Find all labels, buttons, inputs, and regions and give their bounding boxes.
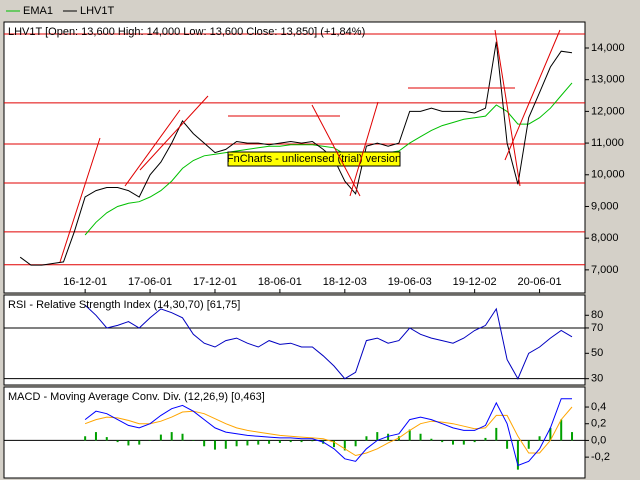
x-tick-label: 18-12-03 xyxy=(323,276,367,288)
histogram-bar xyxy=(170,432,173,441)
series-line xyxy=(84,82,573,236)
histogram-bar xyxy=(203,440,206,447)
histogram-bar xyxy=(246,440,249,446)
histogram-bar xyxy=(127,440,130,446)
histogram-bar xyxy=(192,440,195,441)
y-tick-label: 11,000 xyxy=(591,137,624,149)
y-tick-label: 12,000 xyxy=(591,105,625,117)
histogram-bar xyxy=(462,440,465,445)
panel-title: LHV1T [Open: 13,600 High: 14,000 Low: 13… xyxy=(8,26,365,38)
histogram-bar xyxy=(278,440,281,443)
trend-line xyxy=(59,137,101,263)
trend-lines xyxy=(59,29,561,263)
histogram-bar xyxy=(376,432,379,441)
series-line xyxy=(19,41,573,266)
y-tick-label: 80 xyxy=(591,309,603,321)
histogram-bar xyxy=(311,440,314,442)
x-tick-label: 19-12-02 xyxy=(453,276,497,288)
histogram-bar xyxy=(105,437,108,441)
x-tick-label: 17-12-01 xyxy=(193,276,237,288)
histogram-bar xyxy=(235,440,238,447)
histogram-bar xyxy=(289,440,292,443)
series-line xyxy=(84,398,572,467)
y-tick-label: -0,2 xyxy=(591,451,610,463)
histogram-bar xyxy=(268,440,271,444)
histogram-bar xyxy=(365,436,368,441)
legend-label: EMA1 xyxy=(23,5,53,17)
histogram-bar xyxy=(560,419,563,441)
y-tick-label: 7,000 xyxy=(591,264,619,276)
trend-line xyxy=(494,29,521,187)
watermark: FnCharts - unlicensed (trial) version xyxy=(227,153,401,165)
histogram-bar xyxy=(473,440,476,443)
histogram-bar xyxy=(549,427,552,441)
trend-line xyxy=(349,101,379,197)
series-line xyxy=(84,406,573,457)
histogram-bar xyxy=(116,440,119,443)
histogram-bar xyxy=(408,429,411,441)
histogram-bar xyxy=(506,440,509,449)
x-tick-label: 19-06-03 xyxy=(388,276,432,288)
histogram-bar xyxy=(343,440,346,451)
histogram-bar xyxy=(94,432,97,441)
y-tick-label: 13,000 xyxy=(591,74,625,86)
y-tick-label: 70 xyxy=(591,322,603,334)
y-tick-label: 50 xyxy=(591,347,603,359)
panel-title: MACD - Moving Average Conv. Div. (12,26,… xyxy=(8,391,265,403)
histogram-bar xyxy=(224,440,227,449)
histogram-bar xyxy=(441,440,444,443)
histogram-bar xyxy=(484,437,487,441)
histogram-bar xyxy=(181,433,184,441)
histogram-bar xyxy=(527,440,530,449)
histogram-bar xyxy=(159,434,162,441)
plot-area xyxy=(3,294,586,386)
histogram-bar xyxy=(257,440,260,445)
x-tick-label: 16-12-01 xyxy=(63,276,107,288)
y-tick-label: 8,000 xyxy=(591,232,619,244)
panel-title: RSI - Relative Strength Index (14,30,70)… xyxy=(8,299,240,311)
histogram-bar xyxy=(138,440,141,445)
histogram-bar xyxy=(430,438,433,441)
x-tick-label: 18-06-01 xyxy=(258,276,302,288)
histogram-bar xyxy=(538,436,541,441)
y-tick-label: 10,000 xyxy=(591,169,625,181)
y-tick-label: 14,000 xyxy=(591,42,625,54)
y-tick-label: 0,0 xyxy=(591,434,606,446)
histogram-bar xyxy=(495,427,498,441)
plot-content xyxy=(4,33,585,266)
y-tick-label: 30 xyxy=(591,373,603,385)
histogram-bar xyxy=(213,440,216,450)
histogram-bar xyxy=(84,436,87,441)
legend-label: LHV1T xyxy=(80,5,115,17)
histogram-bar xyxy=(149,440,152,441)
histogram-bar xyxy=(571,432,574,441)
histogram-bar xyxy=(516,440,519,470)
histogram-bar xyxy=(332,440,335,448)
series-line xyxy=(84,304,573,380)
trend-line xyxy=(124,109,181,187)
trend-line xyxy=(504,29,561,161)
y-tick-label: 9,000 xyxy=(591,200,619,212)
x-tick-label: 17-06-01 xyxy=(128,276,172,288)
y-tick-label: 0,2 xyxy=(591,418,606,430)
histogram-bar xyxy=(387,433,390,441)
y-tick-label: 0,4 xyxy=(591,401,606,413)
trend-line xyxy=(311,104,361,197)
x-tick-label: 20-06-01 xyxy=(518,276,562,288)
histogram-bar xyxy=(354,440,357,447)
plot-area xyxy=(3,386,586,479)
histogram-bar xyxy=(419,433,422,441)
trend-line xyxy=(139,95,209,171)
histogram-bar xyxy=(300,440,303,443)
watermark-box xyxy=(227,151,401,167)
plot-content xyxy=(4,304,585,380)
plot-content xyxy=(4,398,585,470)
histogram-bar xyxy=(452,440,455,445)
